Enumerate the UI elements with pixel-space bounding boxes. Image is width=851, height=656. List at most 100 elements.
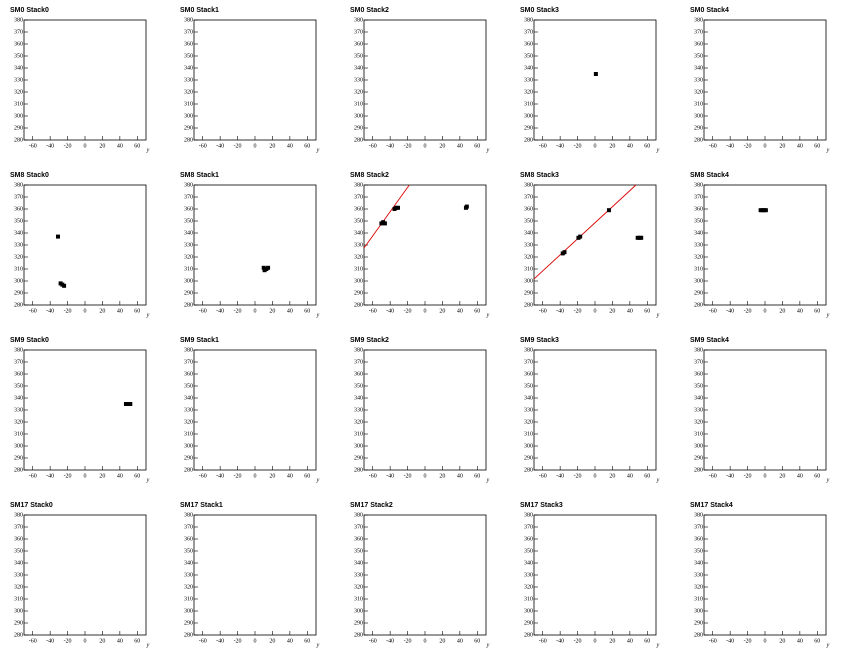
y-tick-label: 320 <box>184 254 193 260</box>
x-tick-label: -60 <box>539 638 547 644</box>
y-tick-label: 330 <box>14 77 23 83</box>
x-tick-label: 0 <box>254 308 257 314</box>
x-tick-label: 40 <box>627 638 633 644</box>
y-tick-label: 280 <box>694 137 703 143</box>
x-tick-label: 60 <box>474 143 480 149</box>
y-tick-label: 380 <box>354 347 363 353</box>
x-tick-label: 20 <box>269 308 275 314</box>
y-tick-label: 300 <box>184 443 193 449</box>
x-tick-label: -60 <box>29 638 37 644</box>
y-tick-label: 310 <box>694 596 703 602</box>
x-tick-label: 40 <box>287 143 293 149</box>
hit-point <box>639 235 644 240</box>
y-tick-label: 330 <box>354 407 363 413</box>
y-tick-label: 320 <box>354 254 363 260</box>
x-tick-label: -20 <box>744 473 752 479</box>
y-tick-label: 300 <box>354 278 363 284</box>
x-tick-label: -60 <box>199 473 207 479</box>
x-tick-label: 20 <box>269 638 275 644</box>
y-tick-label: 350 <box>694 53 703 59</box>
y-tick-label: 300 <box>694 113 703 119</box>
y-tick-label: 350 <box>524 53 533 59</box>
x-tick-label: 0 <box>594 308 597 314</box>
y-tick-label: 340 <box>694 65 703 71</box>
y-tick-label: 280 <box>354 467 363 473</box>
x-tick-label: 40 <box>797 308 803 314</box>
x-tick-label: -60 <box>539 308 547 314</box>
panel-title: SM9 Stack2 <box>350 337 389 344</box>
x-tick-label: -40 <box>216 638 224 644</box>
x-tick-label: 20 <box>99 638 105 644</box>
y-tick-label: 360 <box>694 536 703 542</box>
panel-title: SM9 Stack3 <box>520 337 559 344</box>
x-tick-label: 40 <box>117 143 123 149</box>
y-tick-label: 380 <box>184 182 193 188</box>
y-tick-label: 340 <box>694 230 703 236</box>
x-axis-title: y <box>486 312 490 318</box>
x-tick-label: -40 <box>216 143 224 149</box>
x-tick-label: -20 <box>574 638 582 644</box>
plot-frame <box>363 349 487 471</box>
y-tick-label: 290 <box>354 455 363 461</box>
y-tick-label: 310 <box>184 596 193 602</box>
y-tick-label: 380 <box>354 182 363 188</box>
y-tick-label: 280 <box>14 467 23 473</box>
plot-frame <box>363 19 487 141</box>
y-tick-label: 360 <box>694 41 703 47</box>
x-tick-label: -60 <box>369 638 377 644</box>
y-tick-label: 290 <box>694 620 703 626</box>
x-tick-label: -40 <box>556 143 564 149</box>
hit-point <box>395 205 400 210</box>
y-tick-label: 340 <box>694 560 703 566</box>
y-tick-label: 310 <box>354 431 363 437</box>
y-tick-label: 280 <box>354 302 363 308</box>
y-tick-label: 370 <box>694 524 703 530</box>
y-tick-label: 360 <box>14 41 23 47</box>
y-tick-label: 290 <box>524 620 533 626</box>
plot-frame <box>23 19 147 141</box>
x-tick-label: 40 <box>287 638 293 644</box>
x-tick-label: 20 <box>439 638 445 644</box>
x-tick-label: 60 <box>134 638 140 644</box>
y-tick-label: 370 <box>184 524 193 530</box>
y-tick-label: 280 <box>354 137 363 143</box>
y-tick-label: 340 <box>14 230 23 236</box>
y-tick-label: 330 <box>694 77 703 83</box>
y-tick-label: 350 <box>354 548 363 554</box>
y-tick-label: 320 <box>184 419 193 425</box>
y-tick-label: 310 <box>524 101 533 107</box>
x-tick-label: 0 <box>764 308 767 314</box>
panel-title: SM8 Stack1 <box>180 172 219 179</box>
panel-title: SM17 Stack1 <box>180 502 223 509</box>
y-tick-label: 330 <box>524 407 533 413</box>
y-tick-label: 310 <box>184 431 193 437</box>
panel-title: SM0 Stack0 <box>10 7 49 14</box>
y-tick-label: 290 <box>184 290 193 296</box>
x-tick-label: -60 <box>369 143 377 149</box>
y-tick-label: 340 <box>694 395 703 401</box>
y-tick-label: 340 <box>354 560 363 566</box>
x-tick-label: 0 <box>764 638 767 644</box>
x-tick-label: 60 <box>474 638 480 644</box>
x-tick-label: 60 <box>304 473 310 479</box>
y-tick-label: 290 <box>694 290 703 296</box>
plot-frame <box>23 349 147 471</box>
x-tick-label: -40 <box>46 308 54 314</box>
y-tick-label: 310 <box>694 266 703 272</box>
x-tick-label: 20 <box>439 473 445 479</box>
y-tick-label: 340 <box>524 65 533 71</box>
y-tick-label: 300 <box>354 113 363 119</box>
y-tick-label: 360 <box>184 536 193 542</box>
x-tick-label: 60 <box>134 473 140 479</box>
x-tick-label: 0 <box>424 638 427 644</box>
x-tick-label: 40 <box>457 638 463 644</box>
y-tick-label: 360 <box>524 206 533 212</box>
y-tick-label: 310 <box>694 101 703 107</box>
y-tick-label: 350 <box>14 383 23 389</box>
y-tick-label: 370 <box>694 29 703 35</box>
y-tick-label: 300 <box>184 278 193 284</box>
hit-point <box>55 234 60 239</box>
x-tick-label: 60 <box>134 308 140 314</box>
x-tick-label: 60 <box>644 308 650 314</box>
y-tick-label: 310 <box>14 101 23 107</box>
